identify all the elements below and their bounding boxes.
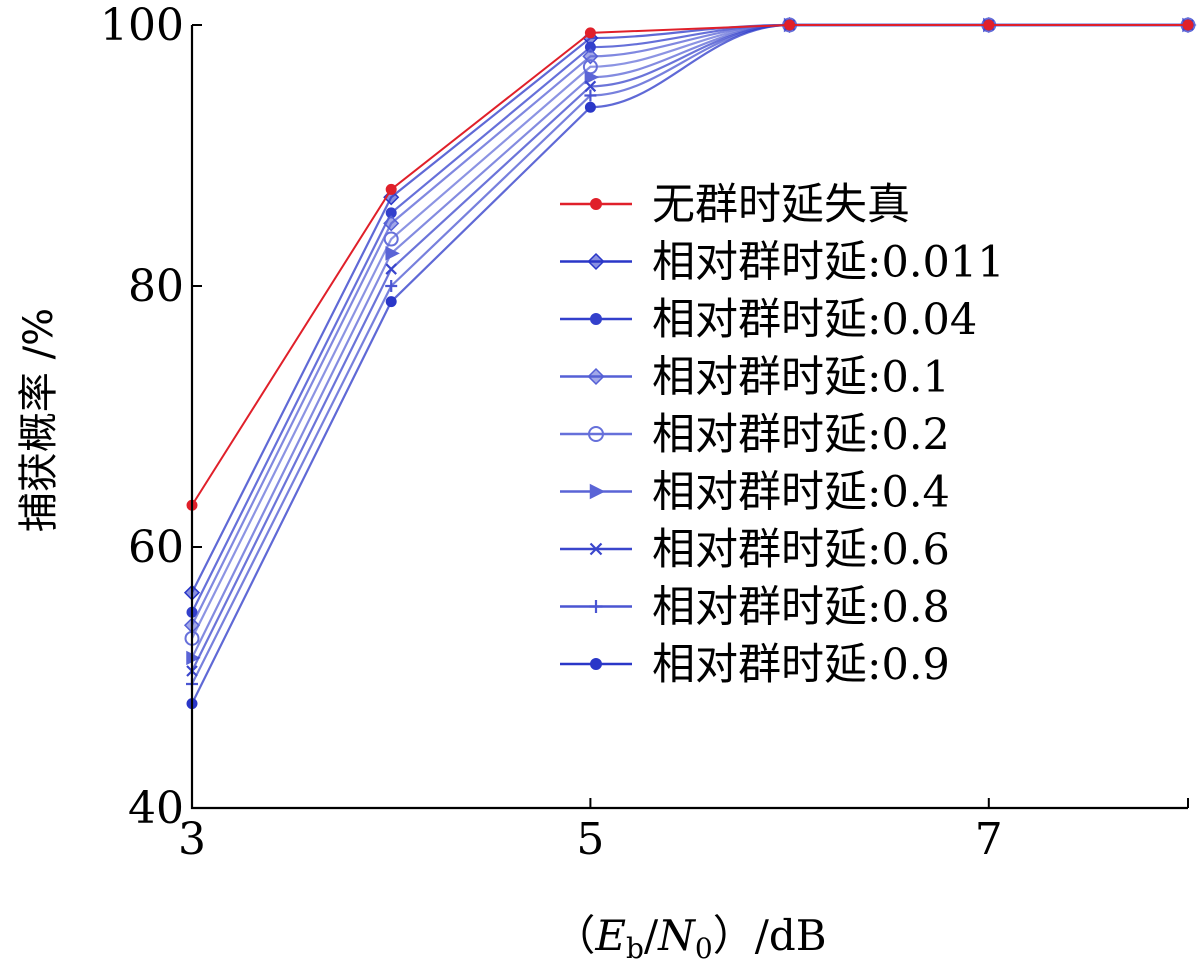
legend-item: 相对群时延:0.04	[560, 295, 977, 345]
data-point	[589, 600, 603, 613]
y-tick-label: 40	[128, 783, 184, 834]
y-tick-label: 80	[128, 261, 184, 312]
data-point	[385, 263, 397, 275]
y-tick-label: 60	[128, 522, 184, 573]
series-layer	[183, 16, 1197, 710]
legend-label: 相对群时延:0.1	[652, 353, 950, 403]
legend-label: 相对群时延:0.011	[652, 238, 1005, 288]
data-point	[588, 426, 604, 442]
legend-label: 相对群时延:0.6	[652, 525, 950, 575]
x-axis-label-close: ）	[713, 911, 755, 960]
y-axis-label: 捕获概率 /%	[16, 308, 62, 532]
x-axis-label-n-sub: 0	[695, 932, 713, 965]
data-point	[784, 19, 796, 31]
data-point	[584, 101, 596, 113]
data-point	[587, 252, 605, 271]
data-point	[385, 296, 397, 308]
x-axis-label-unit: /dB	[755, 911, 827, 960]
data-point	[582, 48, 599, 65]
x-tick-label: 7	[975, 814, 1003, 865]
legend-label: 相对群时延:0.8	[652, 583, 950, 633]
legend-item: 无群时延失真	[560, 180, 910, 230]
x-axis-label-e-sub: b	[626, 932, 644, 965]
data-point	[584, 80, 597, 93]
series-0	[186, 19, 1194, 511]
data-point	[385, 246, 400, 261]
data-point	[590, 198, 602, 210]
x-axis-label-e: E	[594, 911, 626, 960]
legend-item: 相对群时延:0.011	[560, 238, 1005, 288]
legend-item: 相对群时延:0.2	[560, 410, 950, 460]
legend-item: 相对群时延:0.8	[560, 583, 950, 633]
data-point	[590, 313, 602, 325]
y-tick-label: 100	[100, 0, 184, 51]
data-point	[584, 69, 600, 85]
legend-item: 相对群时延:0.6	[560, 525, 950, 575]
data-point	[385, 183, 397, 195]
x-axis-label: （Eb/N0）/dB	[553, 911, 826, 965]
ticks-layer: 3 5 7 40 60 80 100	[100, 0, 1189, 865]
data-point	[590, 658, 602, 670]
legend-label: 相对群时延:0.9	[652, 640, 950, 690]
data-point	[383, 215, 400, 232]
data-point	[385, 280, 398, 292]
data-point	[383, 231, 399, 247]
data-point	[589, 542, 603, 556]
data-point	[584, 89, 597, 102]
x-axis-label-n: N	[657, 911, 696, 960]
data-point	[587, 367, 605, 386]
data-point	[1182, 19, 1194, 31]
data-point	[983, 19, 995, 31]
x-tick-label: 3	[178, 814, 206, 865]
legend-item: 相对群时延:0.4	[560, 468, 950, 518]
x-axis-label-open: （	[553, 911, 595, 960]
data-point	[589, 483, 606, 500]
legend-label: 相对群时延:0.2	[652, 410, 950, 460]
x-axis-label-slash: /	[644, 911, 659, 960]
legend-label: 无群时延失真	[652, 180, 910, 230]
legend-label: 相对群时延:0.04	[652, 295, 977, 345]
data-point	[584, 27, 596, 39]
legend-item: 相对群时延:0.9	[560, 640, 950, 690]
x-tick-label: 5	[576, 814, 604, 865]
legend-item: 相对群时延:0.1	[560, 353, 950, 403]
legend-label: 相对群时延:0.4	[652, 468, 950, 518]
series-line	[191, 24, 1188, 506]
